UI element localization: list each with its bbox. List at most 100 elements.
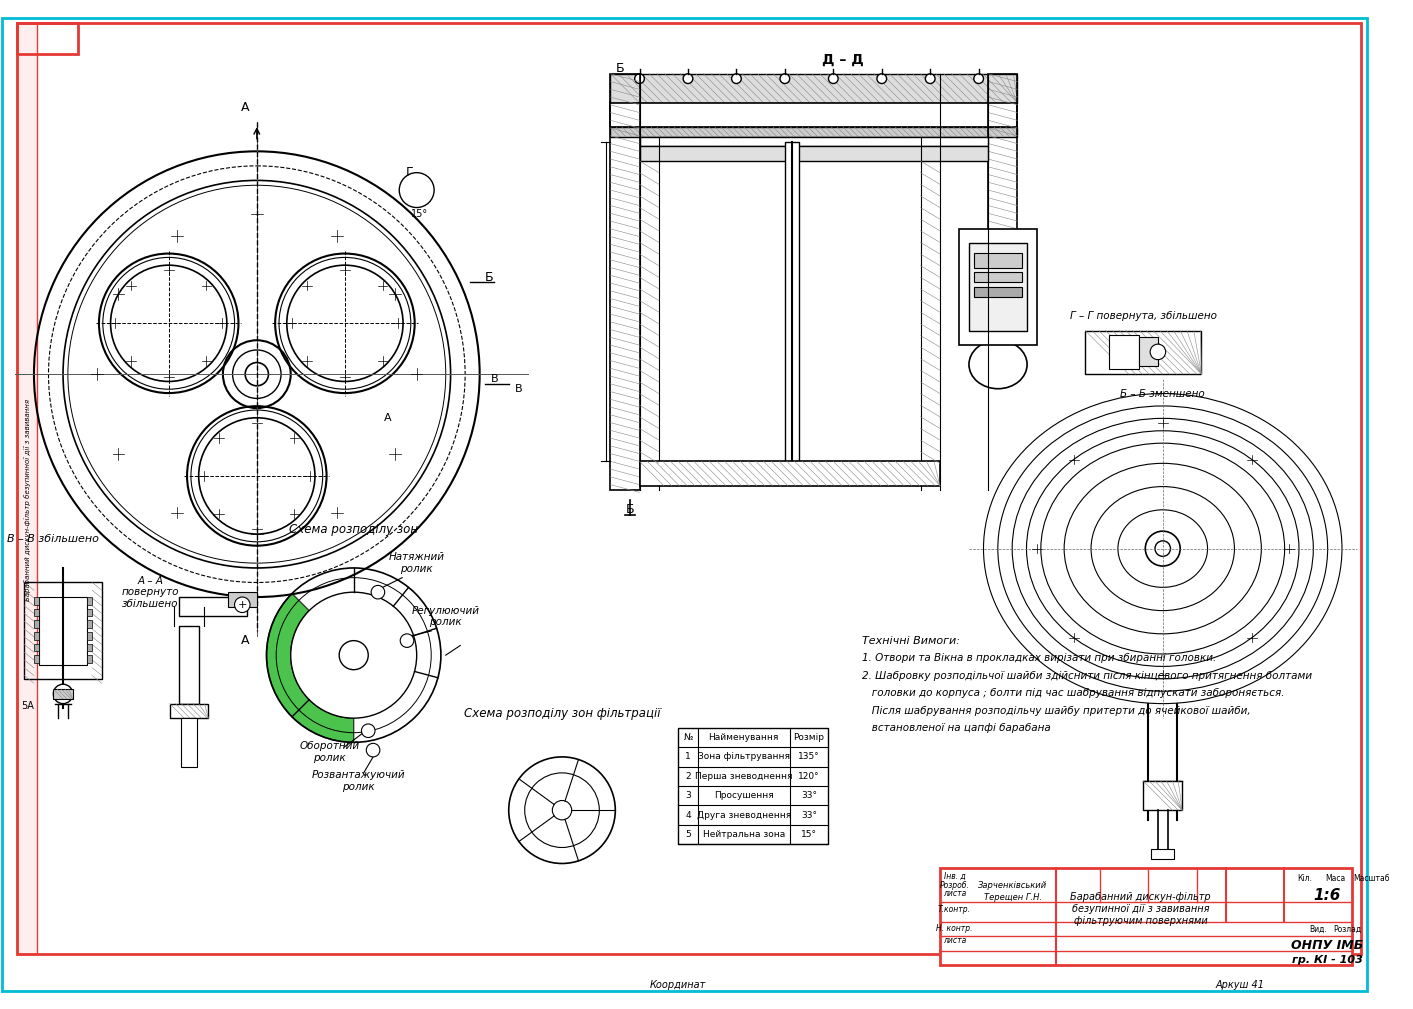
Text: 135°: 135° xyxy=(798,753,820,762)
Bar xyxy=(974,272,1022,283)
Text: Д – Д: Д – Д xyxy=(822,52,863,67)
Bar xyxy=(1152,849,1174,859)
Circle shape xyxy=(974,74,983,84)
Text: Схема розподілу зон: Схема розподілу зон xyxy=(290,523,418,536)
Text: 1. Отвори та Вікна в прокладках вирізати при збиранні головки.: 1. Отвори та Вікна в прокладках вирізати… xyxy=(862,653,1217,663)
Text: 4: 4 xyxy=(685,810,691,819)
Text: Маса: Маса xyxy=(1325,874,1345,883)
Text: В – В збільшено: В – В збільшено xyxy=(7,534,99,544)
Bar xyxy=(1109,335,1139,369)
Text: Аркуш 41: Аркуш 41 xyxy=(1215,980,1265,990)
Text: Б: Б xyxy=(485,270,493,284)
Text: Б – Б зменшено: Б – Б зменшено xyxy=(1121,388,1205,399)
Circle shape xyxy=(362,723,374,738)
Text: 15°: 15° xyxy=(801,830,817,838)
Text: Н. контр.: Н. контр. xyxy=(937,924,972,933)
Bar xyxy=(974,253,1022,267)
Bar xyxy=(610,103,1017,127)
Bar xyxy=(1085,331,1201,374)
Bar xyxy=(181,718,196,767)
Text: Барабанний дискун-фільтр
безупинної дії з завивання
фільтруючим поверхнями: Барабанний дискун-фільтр безупинної дії … xyxy=(1070,892,1211,925)
Text: Друга зневоднення: Друга зневоднення xyxy=(697,810,791,819)
Bar xyxy=(34,655,38,663)
Bar xyxy=(610,74,640,490)
Text: А: А xyxy=(384,413,391,423)
Text: Після шабрування розподільчу шайбу притерти до ячейкової шайби,: Після шабрування розподільчу шайбу прите… xyxy=(862,705,1251,715)
Circle shape xyxy=(1146,531,1180,566)
Text: 120°: 120° xyxy=(798,772,820,781)
Text: листа: листа xyxy=(942,889,966,898)
Bar xyxy=(1143,781,1183,810)
Wedge shape xyxy=(267,593,353,743)
Circle shape xyxy=(235,597,250,612)
Text: Г – Г повернута, збільшено: Г – Г повернута, збільшено xyxy=(1070,311,1217,321)
Circle shape xyxy=(926,74,935,84)
Bar xyxy=(88,655,92,663)
Bar xyxy=(784,141,800,480)
Circle shape xyxy=(372,585,384,599)
Circle shape xyxy=(780,74,790,84)
Text: ОНПУ ІМБ: ОНПУ ІМБ xyxy=(1291,939,1364,952)
Text: А: А xyxy=(240,634,249,647)
Circle shape xyxy=(291,592,417,718)
Text: Найменування: Найменування xyxy=(708,733,779,742)
Circle shape xyxy=(552,800,572,820)
Bar xyxy=(34,621,38,628)
Text: В: В xyxy=(514,383,523,394)
Text: листа: листа xyxy=(942,936,966,945)
Bar xyxy=(17,23,78,54)
Text: Схема розподілу зон фільтрації: Схема розподілу зон фільтрації xyxy=(463,706,660,719)
Bar xyxy=(678,727,828,845)
Bar xyxy=(88,597,92,604)
Text: Просушення: Просушення xyxy=(714,791,773,800)
Circle shape xyxy=(682,74,692,84)
Text: Терещен Г.Н.: Терещен Г.Н. xyxy=(983,893,1041,902)
Text: Кіл.: Кіл. xyxy=(1297,874,1311,883)
Text: 1:6: 1:6 xyxy=(1314,888,1341,903)
Text: гр. КІ - 103: гр. КІ - 103 xyxy=(1291,956,1364,966)
Text: Розлад: Розлад xyxy=(1332,925,1361,934)
Bar xyxy=(34,608,38,616)
Bar xyxy=(974,287,1022,297)
Bar xyxy=(610,74,1017,103)
Text: 33°: 33° xyxy=(801,791,817,800)
Bar xyxy=(1139,337,1157,366)
Circle shape xyxy=(732,74,742,84)
Text: Натяжний
ролик: Натяжний ролик xyxy=(389,552,445,574)
Text: Вид.: Вид. xyxy=(1308,925,1327,934)
Circle shape xyxy=(54,684,72,703)
Text: Координат: Координат xyxy=(650,980,706,990)
Text: Г: Г xyxy=(406,166,414,180)
Circle shape xyxy=(828,74,838,84)
Bar xyxy=(88,608,92,616)
Text: Т.контр.: Т.контр. xyxy=(938,905,971,914)
Bar xyxy=(38,597,88,665)
Bar xyxy=(88,621,92,628)
Text: Зарченківський: Зарченківський xyxy=(978,881,1047,890)
Bar xyxy=(17,23,37,954)
Bar xyxy=(227,592,257,606)
Text: Нейтральна зона: Нейтральна зона xyxy=(702,830,784,838)
Text: Зона фільтрування: Зона фільтрування xyxy=(698,753,790,762)
Circle shape xyxy=(524,773,599,848)
Text: 33°: 33° xyxy=(801,810,817,819)
Bar xyxy=(940,869,1352,966)
Bar xyxy=(34,597,38,604)
Text: Б: Б xyxy=(616,63,625,76)
Text: А: А xyxy=(240,101,249,114)
Text: Б: Б xyxy=(626,503,634,517)
Circle shape xyxy=(634,74,644,84)
Text: 2: 2 xyxy=(685,772,691,781)
Bar xyxy=(640,461,940,485)
Bar xyxy=(34,632,38,640)
Text: Оборотний
ролик: Оборотний ролик xyxy=(300,742,359,763)
Bar xyxy=(959,229,1037,345)
Text: №: № xyxy=(684,733,692,742)
Text: Барабанний дискун-фільтр безупинної дії з завивання: Барабанний дискун-фільтр безупинної дії … xyxy=(24,400,31,601)
Text: +: + xyxy=(237,599,247,609)
Text: Розмір: Розмір xyxy=(794,733,825,742)
Text: 5A: 5A xyxy=(21,700,34,710)
Bar xyxy=(640,137,988,146)
Circle shape xyxy=(1154,541,1170,556)
Bar xyxy=(988,74,1017,316)
